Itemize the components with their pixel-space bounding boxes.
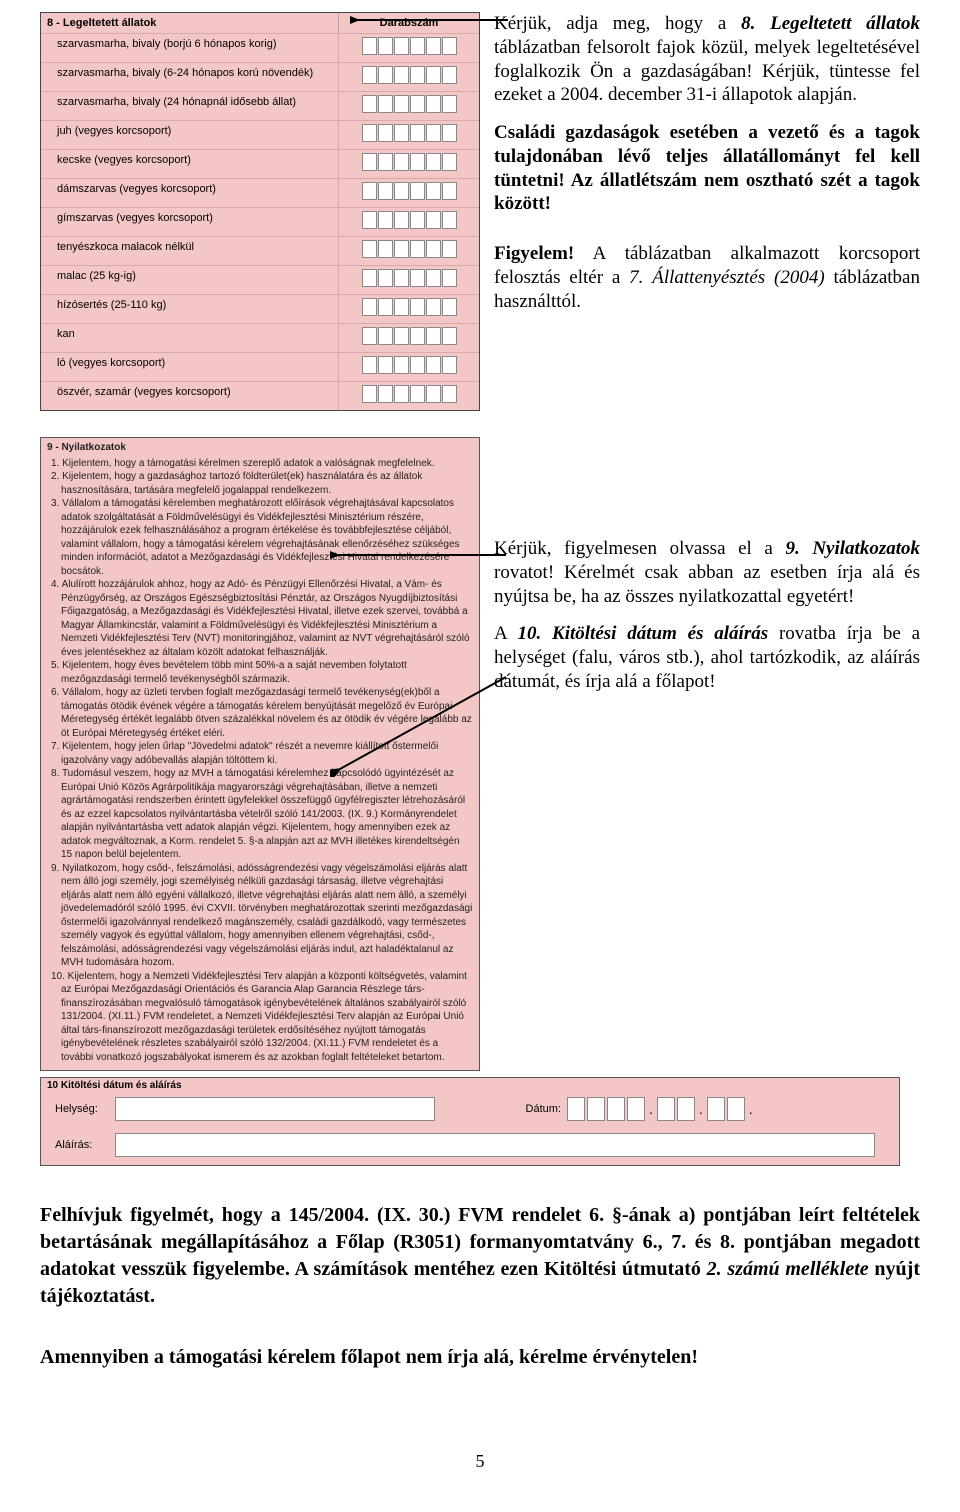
page-number: 5 xyxy=(40,1451,920,1472)
table-row: kecske (vegyes korcsoport) xyxy=(41,149,479,178)
label-alairas: Aláírás: xyxy=(55,1139,109,1151)
animal-label: hízósertés (25-110 kg) xyxy=(41,295,338,323)
count-input[interactable] xyxy=(338,179,479,207)
table-row: tenyészkoca malacok nélkül xyxy=(41,236,479,265)
section-9-title: 9 - Nyilatkozatok xyxy=(47,440,473,457)
animal-label: szarvasmarha, bivaly (24 hónapnál időseb… xyxy=(41,92,338,120)
text: A xyxy=(494,623,517,644)
text: Kérjük, adja meg, hogy a xyxy=(494,13,741,34)
field-helyseg[interactable] xyxy=(115,1097,435,1121)
table-row: dámszarvas (vegyes korcsoport) xyxy=(41,178,479,207)
text-italic: 7. Állattenyésztés (2004) xyxy=(629,267,825,288)
animal-label: kecske (vegyes korcsoport) xyxy=(41,150,338,178)
declaration-item: 9. Nyilatkozom, hogy csőd-, felszámolási… xyxy=(47,862,473,970)
text-bold: 10. Kitöltési dátum és aláírás xyxy=(517,623,768,644)
count-input[interactable] xyxy=(338,295,479,323)
count-input[interactable] xyxy=(338,121,479,149)
footer-warning: Amennyiben a támogatási kérelem főlapot … xyxy=(40,1344,920,1371)
animal-label: kan xyxy=(41,324,338,352)
animal-label: szarvasmarha, bivaly (borjú 6 hónapos ko… xyxy=(41,34,338,62)
table-row: malac (25 kg-ig) xyxy=(41,265,479,294)
count-input[interactable] xyxy=(338,208,479,236)
declaration-item: 10. Kijelentem, hogy a Nemzeti Vidékfejl… xyxy=(47,970,473,1065)
text: rovatot! Kérelmét csak abban az esetben … xyxy=(494,562,920,607)
field-alairas[interactable] xyxy=(115,1133,875,1157)
animal-label: szarvasmarha, bivaly (6-24 hónapos korú … xyxy=(41,63,338,91)
count-input[interactable] xyxy=(338,324,479,352)
table-row: hízósertés (25-110 kg) xyxy=(41,294,479,323)
count-input[interactable] xyxy=(338,382,479,410)
count-input[interactable] xyxy=(338,63,479,91)
count-input[interactable] xyxy=(338,353,479,381)
table-8-colhead: Darabszám xyxy=(338,13,479,33)
count-input[interactable] xyxy=(338,237,479,265)
declaration-item: 1. Kijelentem, hogy a támogatási kérelme… xyxy=(47,457,473,471)
count-input[interactable] xyxy=(338,92,479,120)
table-row: öszvér, szamár (vegyes korcsoport) xyxy=(41,381,479,410)
declaration-item: 6. Vállalom, hogy az üzleti tervben fogl… xyxy=(47,686,473,740)
count-input[interactable] xyxy=(338,266,479,294)
table-8-animals: 8 - Legeltetett állatok Darabszám szarva… xyxy=(40,12,480,411)
animal-label: tenyészkoca malacok nélkül xyxy=(41,237,338,265)
section-9-nyilatkozatok: 9 - Nyilatkozatok 1. Kijelentem, hogy a … xyxy=(40,437,480,1071)
animal-label: malac (25 kg-ig) xyxy=(41,266,338,294)
text: Kérjük, figyelmesen olvassa el a xyxy=(494,538,785,559)
animal-label: ló (vegyes korcsoport) xyxy=(41,353,338,381)
section-10-title: 10 Kitöltési dátum és aláírás xyxy=(41,1078,899,1093)
table-row: juh (vegyes korcsoport) xyxy=(41,120,479,149)
declaration-item: 4. Alulírott hozzájárulok ahhoz, hogy az… xyxy=(47,578,473,659)
table-row: gímszarvas (vegyes korcsoport) xyxy=(41,207,479,236)
table-8-title: 8 - Legeltetett állatok xyxy=(41,13,338,33)
declaration-item: 2. Kijelentem, hogy a gazdasághoz tartoz… xyxy=(47,470,473,497)
text: táblázatban felsorolt fajok közül, melye… xyxy=(494,37,920,106)
table-row: szarvasmarha, bivaly (6-24 hónapos korú … xyxy=(41,62,479,91)
table-row: szarvasmarha, bivaly (borjú 6 hónapos ko… xyxy=(41,33,479,62)
text-italic: 2. számú melléklete xyxy=(707,1258,869,1280)
animal-label: öszvér, szamár (vegyes korcsoport) xyxy=(41,382,338,410)
animal-label: juh (vegyes korcsoport) xyxy=(41,121,338,149)
footer-block: Felhívjuk figyelmét, hogy a 145/2004. (I… xyxy=(40,1202,920,1371)
instruction-block-2: Kérjük, figyelmesen olvassa el a 9. Nyil… xyxy=(494,437,920,708)
label-datum: Dátum: xyxy=(501,1103,561,1115)
table-row: szarvasmarha, bivaly (24 hónapnál időseb… xyxy=(41,91,479,120)
declaration-item: 3. Vállalom a támogatási kérelemben megh… xyxy=(47,497,473,578)
table-row: kan xyxy=(41,323,479,352)
section-10-signature: 10 Kitöltési dátum és aláírás Helység: D… xyxy=(40,1077,900,1166)
table-row: ló (vegyes korcsoport) xyxy=(41,352,479,381)
field-datum[interactable]: . . . xyxy=(567,1097,755,1121)
declaration-item: 8. Tudomásul veszem, hogy az MVH a támog… xyxy=(47,767,473,862)
instruction-block-1: Kérjük, adja meg, hogy a 8. Legeltetett … xyxy=(494,12,920,327)
declaration-item: 5. Kijelentem, hogy éves bevételem több … xyxy=(47,659,473,686)
text-bold: Családi gazdaságok esetében a vezető és … xyxy=(494,121,920,216)
text-bold: 8. Legeltetett állatok xyxy=(741,13,920,34)
text-bold: 9. Nyilatkozatok xyxy=(785,538,920,559)
text-bold: Figyelem! xyxy=(494,243,574,264)
animal-label: gímszarvas (vegyes korcsoport) xyxy=(41,208,338,236)
count-input[interactable] xyxy=(338,34,479,62)
label-helyseg: Helység: xyxy=(55,1103,109,1115)
animal-label: dámszarvas (vegyes korcsoport) xyxy=(41,179,338,207)
declaration-item: 7. Kijelentem, hogy jelen űrlap "Jövedel… xyxy=(47,740,473,767)
count-input[interactable] xyxy=(338,150,479,178)
